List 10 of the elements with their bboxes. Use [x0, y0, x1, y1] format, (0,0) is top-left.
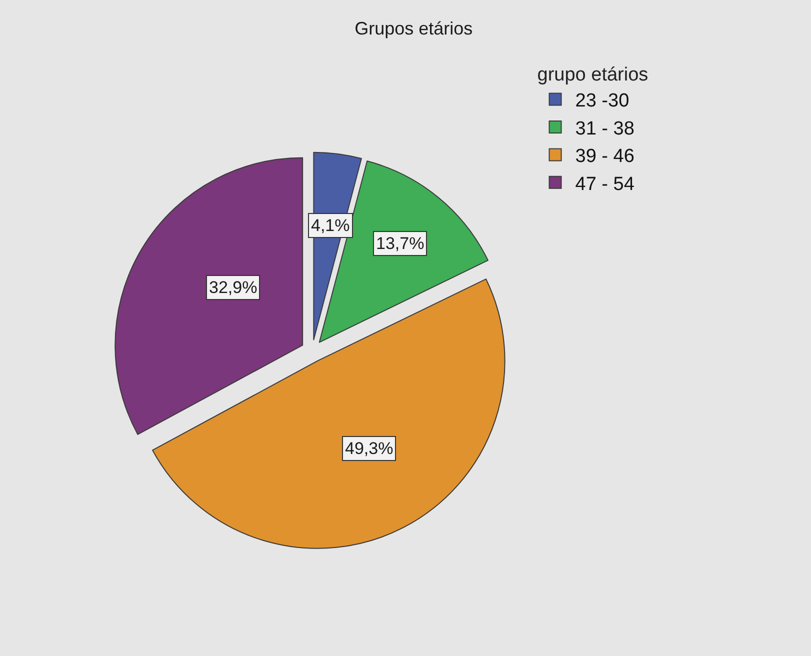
data-label: 13,7%: [376, 234, 424, 253]
data-label: 49,3%: [345, 439, 394, 458]
data-label: 4,1%: [311, 216, 350, 235]
legend-label: 23 -30: [575, 90, 630, 112]
legend-label: 47 - 54: [575, 174, 635, 195]
data-label: 32,9%: [209, 278, 258, 297]
legend-label: 39 - 46: [575, 146, 634, 168]
legend-label: 31 - 38: [575, 118, 634, 140]
chart-title: Grupos etários: [354, 18, 473, 39]
legend-title: grupo etários: [537, 64, 648, 86]
